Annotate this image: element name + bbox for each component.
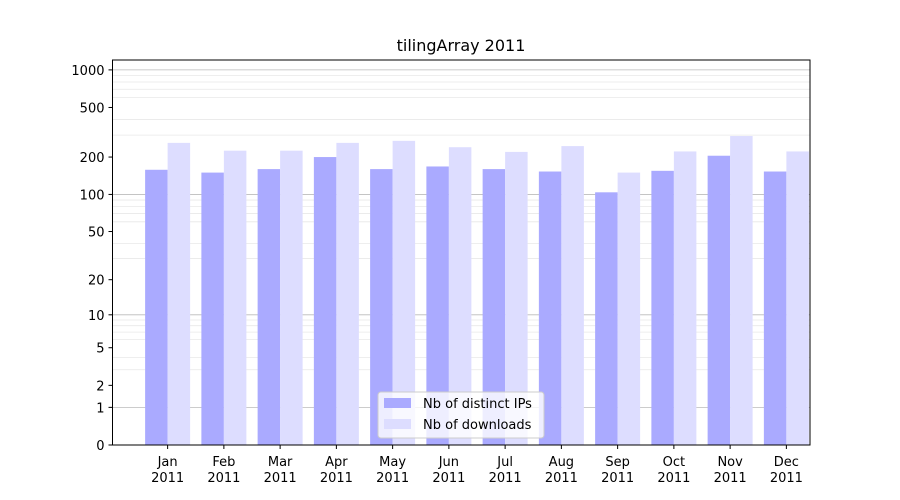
x-tick-label: Nov 2011 — [714, 455, 747, 486]
y-tick-label: 2 — [96, 379, 104, 394]
bar-distinct-ips-7 — [482, 169, 506, 445]
y-tick-label: 1 — [96, 401, 104, 416]
chart-title: tilingArray 2011 — [397, 36, 526, 55]
bar-distinct-ips-11 — [707, 155, 731, 445]
y-tick-label: 20 — [88, 274, 105, 289]
bar-distinct-ips-1 — [145, 169, 168, 445]
bar-downloads-2 — [223, 150, 247, 445]
y-tick-label: 500 — [80, 101, 105, 116]
x-tick-label: Apr 2011 — [320, 455, 353, 486]
bar-distinct-ips-3 — [257, 169, 281, 445]
bar-downloads-9 — [617, 172, 641, 445]
bar-downloads-10 — [673, 151, 697, 445]
bars-layer — [145, 136, 809, 446]
y-tick-label: 0 — [96, 439, 104, 454]
bar-downloads-3 — [280, 150, 303, 445]
y-tick-label: 100 — [80, 188, 105, 203]
bar-distinct-ips-6 — [426, 166, 449, 445]
x-tick-label: May 2011 — [376, 455, 409, 486]
legend-swatch-ips — [384, 398, 411, 408]
x-tick-label: Sep 2011 — [601, 455, 634, 486]
plot-frame — [112, 59, 811, 446]
bar-distinct-ips-10 — [651, 170, 674, 446]
legend-box — [377, 391, 545, 439]
x-tick-label: Oct 2011 — [657, 455, 690, 486]
bar-downloads-6 — [448, 147, 472, 446]
bar-distinct-ips-2 — [201, 172, 224, 445]
y-tick-label: 10 — [88, 309, 105, 324]
x-axis: Jan 2011 Feb 2011 Mar 2011 Apr 2011 May 2011 Jun 20… — [151, 445, 803, 486]
legend: Nb of distinct IPs Nb of downloads — [377, 391, 545, 439]
legend-label-ips: Nb of distinct IPs — [423, 397, 532, 412]
bar-downloads-7 — [505, 151, 528, 446]
x-tick-label: Jul 2011 — [489, 455, 522, 486]
y-tick-label: 5 — [96, 342, 104, 357]
bar-distinct-ips-12 — [763, 171, 787, 445]
bar-downloads-4 — [336, 142, 359, 445]
x-tick-label: Jan 2011 — [151, 455, 184, 486]
bar-downloads-8 — [561, 146, 584, 446]
legend-swatch-downloads — [384, 419, 411, 429]
bar-distinct-ips-5 — [370, 169, 393, 445]
y-tick-label: 50 — [88, 226, 105, 241]
bar-distinct-ips-4 — [313, 157, 337, 445]
x-tick-label: Feb 2011 — [207, 455, 240, 486]
legend-label-downloads: Nb of downloads — [423, 418, 532, 433]
y-axis: 0 1 2 5 10 20 50 100 200 500 1000 — [71, 64, 113, 454]
bar-distinct-ips-9 — [595, 192, 618, 445]
x-tick-label: Dec 2011 — [770, 455, 803, 486]
x-tick-label: Aug 2011 — [545, 455, 578, 486]
x-tick-label: Mar 2011 — [264, 455, 297, 486]
bar-downloads-1 — [167, 142, 191, 445]
bar-downloads-5 — [392, 140, 416, 445]
bar-distinct-ips-8 — [538, 171, 562, 445]
y-tick-label: 1000 — [71, 64, 104, 79]
bar-downloads-11 — [730, 136, 753, 445]
y-tick-label: 200 — [80, 151, 105, 166]
x-tick-label: Jun 2011 — [432, 455, 465, 486]
bar-downloads-12 — [786, 151, 809, 445]
